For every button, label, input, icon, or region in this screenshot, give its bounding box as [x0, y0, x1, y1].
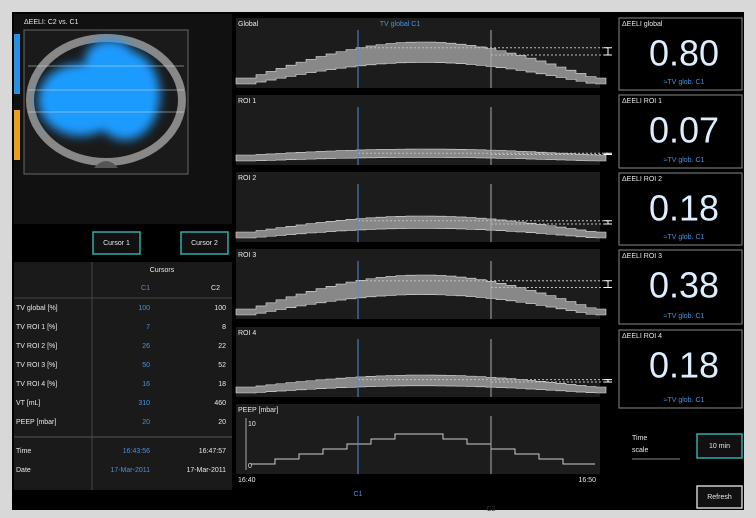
cell-c2: 20 — [218, 419, 226, 426]
cursor2-button[interactable]: Cursor 2 — [180, 231, 229, 255]
button-label: Refresh — [707, 494, 732, 501]
cell-c2: 52 — [218, 362, 226, 369]
eeli-title: ΔEELI global — [622, 21, 663, 28]
row-label: TV ROI 1 [%] — [16, 324, 57, 331]
color-bar-orange — [14, 110, 20, 160]
column-header: C2 — [211, 285, 220, 292]
eeli-panel — [618, 94, 743, 169]
table-header: Cursors — [150, 267, 175, 274]
cell-c1: 20 — [142, 419, 150, 426]
waveform — [235, 41, 607, 85]
row-label: TV ROI 3 [%] — [16, 362, 57, 369]
cursor1-button[interactable]: Cursor 1 — [92, 231, 141, 255]
row-label: TV ROI 2 [%] — [16, 343, 57, 350]
peep-curve — [251, 433, 595, 465]
eeli-title: ΔEELI ROI 2 — [622, 176, 662, 183]
cell-c1: 50 — [142, 362, 150, 369]
eeli-value: 0.07 — [649, 110, 719, 151]
waveform — [235, 148, 607, 162]
cursor-label: C2 — [487, 506, 496, 513]
cell-c1: 17-Mar-2011 — [110, 467, 150, 474]
eeli-title: ΔEELI ROI 3 — [622, 253, 662, 260]
cursor-label: C1 — [354, 491, 363, 498]
eeli-value: 0.38 — [649, 265, 719, 306]
graph-annotation: TV global C1 — [380, 21, 421, 28]
row-label: Date — [16, 467, 31, 474]
eeli-note: ≈TV glob. C1 — [664, 157, 705, 164]
graph-label: ROI 2 — [238, 175, 256, 182]
cell-c2: 460 — [214, 400, 226, 407]
graph-label: ROI 1 — [238, 98, 256, 105]
x-tick-label: 16:50 — [578, 477, 596, 484]
graph-label: Global — [238, 21, 259, 28]
graph-panel — [236, 404, 600, 474]
button-label: 10 min — [709, 443, 730, 450]
y-tick-label: 0 — [248, 463, 252, 470]
cell-c1: 16:43:56 — [123, 448, 150, 455]
cell-c2: 17-Mar-2011 — [186, 467, 226, 474]
button-label: Cursor 2 — [191, 240, 218, 247]
cell-c1: 7 — [146, 324, 150, 331]
time-scale-button[interactable]: 10 min — [696, 433, 743, 459]
eeli-panel — [618, 249, 743, 325]
button-label: Cursor 1 — [103, 240, 130, 247]
eeli-value: 0.18 — [649, 188, 719, 229]
cell-c1: 310 — [138, 400, 150, 407]
cell-c2: 8 — [222, 324, 226, 331]
eeli-note: ≈TV glob. C1 — [664, 313, 705, 320]
x-tick-label: 16:40 — [238, 477, 256, 484]
cell-c1: 26 — [142, 343, 150, 350]
column-header: C1 — [141, 285, 150, 292]
cell-c2: 22 — [218, 343, 226, 350]
time-scale-label: Time scale — [632, 435, 648, 454]
arrow-marker — [604, 152, 612, 155]
row-label: PEEP [mbar] — [16, 419, 56, 426]
refresh-button[interactable]: Refresh — [696, 485, 743, 509]
graph-label: ROI 4 — [238, 330, 256, 337]
eeli-panel — [618, 17, 743, 91]
graph-label: ROI 3 — [238, 252, 256, 259]
eeli-title: ΔEELI ROI 1 — [622, 98, 662, 105]
row-label: Time — [16, 448, 31, 455]
graph-label: PEEP [mbar] — [238, 407, 278, 414]
row-label: VT [mL] — [16, 400, 40, 407]
cell-c2: 16:47:57 — [199, 448, 226, 455]
cell-c1: 100 — [138, 305, 150, 312]
lung-image — [23, 29, 189, 175]
waveform — [235, 274, 607, 316]
table-panel — [14, 262, 232, 490]
eeli-value: 0.80 — [649, 33, 719, 74]
waveform — [235, 374, 607, 394]
y-tick-label: 10 — [248, 421, 256, 428]
eeli-panel — [618, 329, 743, 409]
eeli-note: ≈TV glob. C1 — [664, 397, 705, 404]
arrow-marker — [604, 47, 612, 56]
row-label: TV ROI 4 [%] — [16, 381, 57, 388]
cell-c2: 18 — [218, 381, 226, 388]
arrow-marker — [604, 280, 612, 288]
arrow-marker — [604, 220, 612, 225]
row-label: TV global [%] — [16, 305, 58, 312]
cell-c1: 16 — [142, 381, 150, 388]
eeli-panel — [618, 172, 743, 246]
waveform — [235, 215, 607, 239]
color-bar-blue — [14, 34, 20, 94]
arrow-marker — [604, 379, 612, 383]
eeli-note: ≈TV glob. C1 — [664, 79, 705, 86]
image-title: ΔEELI: C2 vs. C1 — [24, 19, 79, 26]
eeli-value: 0.18 — [649, 345, 719, 386]
eeli-note: ≈TV glob. C1 — [664, 234, 705, 241]
cell-c2: 100 — [214, 305, 226, 312]
eeli-title: ΔEELI ROI 4 — [622, 333, 662, 340]
